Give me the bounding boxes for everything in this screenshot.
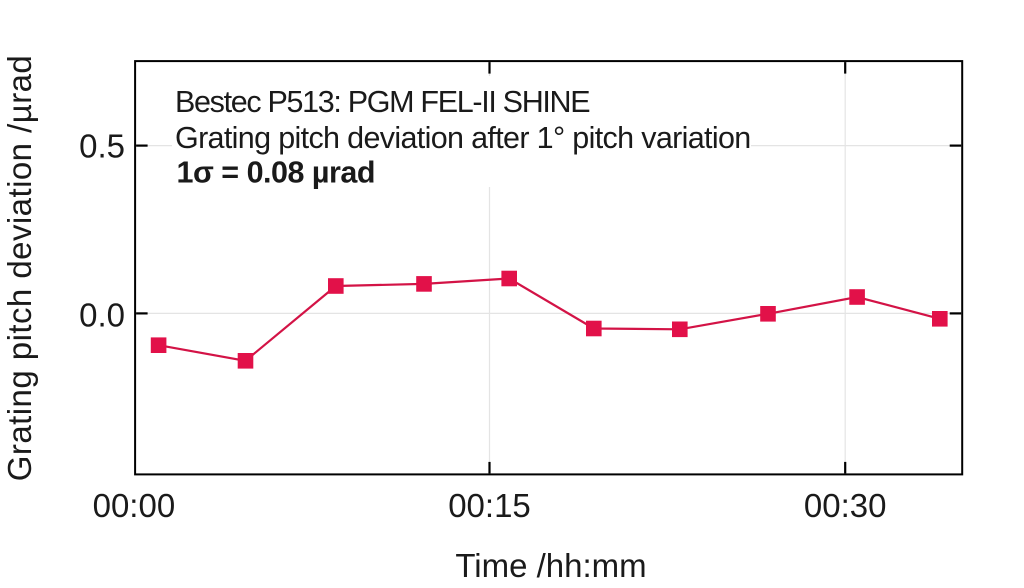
svg-text:00:00: 00:00 — [93, 487, 176, 524]
svg-text:00:15: 00:15 — [448, 487, 531, 524]
svg-text:Grating pitch deviation /µrad: Grating pitch deviation /µrad — [1, 55, 38, 481]
svg-text:1σ = 0.08 µrad: 1σ = 0.08 µrad — [177, 156, 375, 190]
svg-text:00:30: 00:30 — [804, 487, 887, 524]
svg-text:0.5: 0.5 — [79, 128, 125, 165]
svg-text:Time /hh:mm: Time /hh:mm — [455, 547, 646, 584]
svg-text:Bestec P513: PGM FEL-II SHINE: Bestec P513: PGM FEL-II SHINE — [175, 85, 590, 119]
svg-text:0.0: 0.0 — [79, 296, 125, 333]
svg-text:Grating pitch deviation after: Grating pitch deviation after 1° pitch v… — [175, 121, 751, 155]
